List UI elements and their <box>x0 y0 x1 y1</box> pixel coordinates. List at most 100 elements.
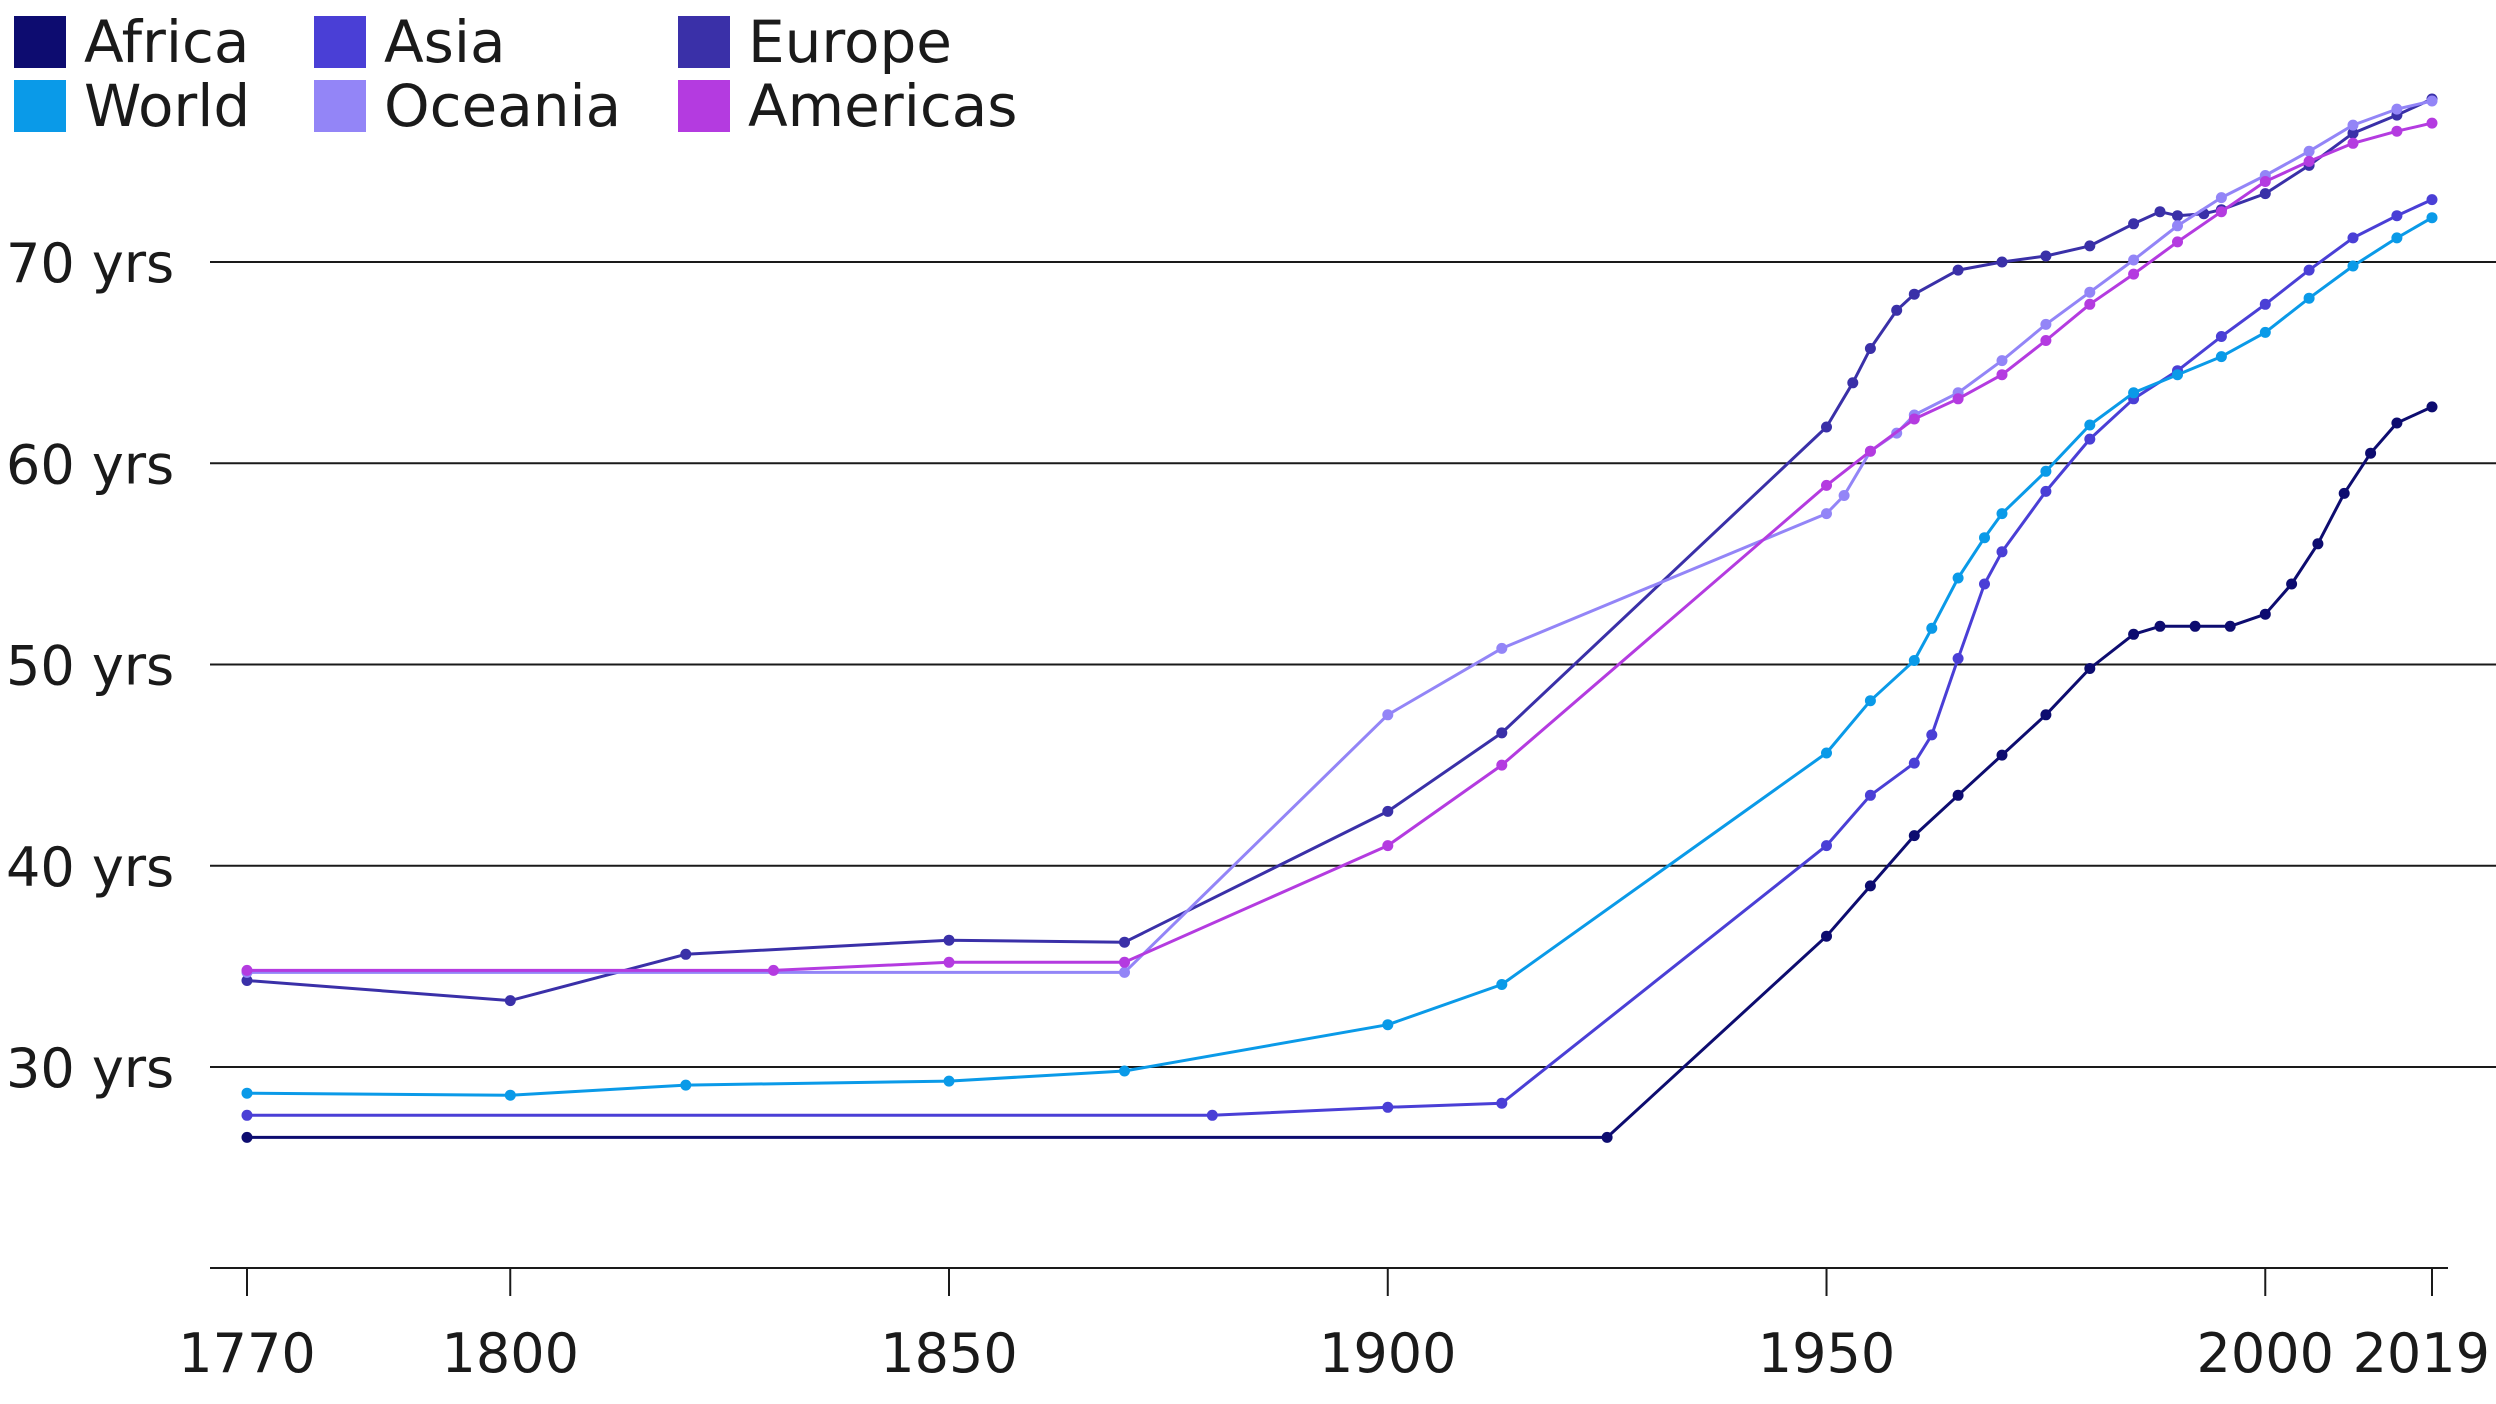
series-africa <box>241 401 2438 1143</box>
point-oceania-1950 <box>1821 508 1832 520</box>
point-world-1960 <box>1908 655 1920 666</box>
point-europe-1985 <box>2128 218 2140 230</box>
point-europe-1820 <box>680 948 692 960</box>
point-asia-1962 <box>1926 729 1938 741</box>
x-tick-label-1850: 1850 <box>880 1322 1017 1385</box>
point-africa-2015 <box>2391 417 2403 429</box>
point-africa-1950 <box>1821 930 1832 942</box>
point-africa-2003 <box>2286 578 2298 590</box>
point-europe-1960 <box>1908 288 1920 300</box>
legend-label-world: World <box>84 72 251 140</box>
point-oceania-1995 <box>2215 192 2227 204</box>
point-oceania-2010 <box>2347 119 2359 131</box>
point-europe-1980 <box>2084 240 2096 252</box>
point-americas-2019 <box>2426 117 2438 129</box>
point-africa-1985 <box>2128 628 2140 640</box>
point-asia-1913 <box>1496 1097 1508 1109</box>
series-americas <box>241 117 2438 976</box>
legend-label-europe: Europe <box>748 8 952 76</box>
point-oceania-1975 <box>2040 318 2052 330</box>
legend-label-asia: Asia <box>384 8 506 76</box>
point-americas-2015 <box>2391 125 2403 137</box>
point-europe-1950 <box>1821 421 1832 433</box>
point-asia-1900 <box>1382 1101 1394 1113</box>
point-world-1965 <box>1952 572 1964 584</box>
point-asia-1880 <box>1206 1109 1218 1121</box>
point-africa-1770 <box>241 1131 253 1143</box>
point-africa-2000 <box>2259 608 2271 620</box>
point-europe-1970 <box>1996 256 2008 268</box>
point-world-1990 <box>2172 369 2183 381</box>
point-oceania-1952 <box>1838 490 1850 501</box>
line-americas <box>247 121 2433 972</box>
point-asia-1995 <box>2215 331 2227 342</box>
point-world-2005 <box>2303 292 2315 304</box>
line-oceania <box>247 99 2433 974</box>
series-oceania <box>241 95 2438 978</box>
point-europe-1913 <box>1496 727 1508 739</box>
point-americas-1985 <box>2128 268 2140 280</box>
point-africa-1996 <box>2224 620 2236 632</box>
point-asia-1970 <box>1996 546 2008 558</box>
point-world-1985 <box>2128 387 2140 399</box>
point-oceania-2019 <box>2426 95 2438 107</box>
point-oceania-1980 <box>2084 286 2096 298</box>
x-axis: 1770 1800 1850 1900 1950 2000 2019 <box>178 1267 2490 1385</box>
point-africa-1925 <box>1601 1131 1613 1143</box>
point-world-1950 <box>1821 747 1832 759</box>
legend-swatch-europe <box>678 16 730 68</box>
point-world-1980 <box>2084 419 2096 431</box>
point-world-1870 <box>1119 1065 1130 1077</box>
point-europe-1800 <box>504 995 516 1007</box>
legend-item-asia: Asia <box>314 8 506 76</box>
point-oceania-2015 <box>2391 103 2403 115</box>
point-americas-1913 <box>1496 759 1508 771</box>
x-tick-label-1950: 1950 <box>1758 1322 1895 1385</box>
point-europe-1900 <box>1382 805 1394 817</box>
point-europe-2000 <box>2259 188 2271 200</box>
point-africa-2019 <box>2426 401 2438 413</box>
point-asia-2019 <box>2426 194 2438 206</box>
x-tick-label-2000: 2000 <box>2197 1322 2334 1385</box>
point-americas-1965 <box>1952 393 1964 405</box>
legend-label-oceania: Oceania <box>384 72 622 140</box>
point-europe-1850 <box>943 934 955 946</box>
point-world-1995 <box>2215 351 2227 363</box>
point-asia-2010 <box>2347 232 2359 244</box>
point-africa-1992 <box>2189 620 2201 632</box>
point-asia-2000 <box>2259 298 2271 310</box>
y-tick-label-40: 40 yrs <box>6 836 174 899</box>
point-africa-1965 <box>1952 789 1964 801</box>
point-americas-2000 <box>2259 176 2271 187</box>
y-tick-label-60: 60 yrs <box>6 433 174 496</box>
point-world-1962 <box>1926 622 1938 634</box>
y-axis-tick-labels: 30 yrs 40 yrs 50 yrs 60 yrs 70 yrs <box>6 232 174 1100</box>
point-europe-1770 <box>241 975 253 986</box>
point-africa-2012 <box>2365 447 2377 459</box>
point-world-1850 <box>943 1075 955 1087</box>
point-world-1800 <box>504 1089 516 1101</box>
point-africa-1960 <box>1908 830 1920 842</box>
x-tick-label-1900: 1900 <box>1319 1322 1456 1385</box>
line-europe <box>246 97 2433 1003</box>
point-oceania-1870 <box>1119 966 1130 978</box>
point-world-1968 <box>1979 532 1990 544</box>
point-asia-2005 <box>2303 264 2315 276</box>
point-africa-1955 <box>1864 880 1876 892</box>
y-tick-label-70: 70 yrs <box>6 232 174 295</box>
series-europe <box>241 93 2438 1007</box>
series-asia <box>241 194 2438 1121</box>
series-world <box>241 212 2438 1101</box>
point-world-2019 <box>2426 212 2438 224</box>
point-world-1970 <box>1996 508 2008 520</box>
point-oceania-1985 <box>2128 254 2140 266</box>
point-europe-2010 <box>2347 127 2359 139</box>
point-americas-1770 <box>241 964 253 976</box>
legend-swatch-world <box>14 80 66 132</box>
legend-swatch-oceania <box>314 80 366 132</box>
point-americas-1830 <box>768 964 779 976</box>
point-asia-1975 <box>2040 485 2052 497</box>
point-americas-2010 <box>2347 137 2359 149</box>
point-americas-2005 <box>2303 155 2315 167</box>
point-americas-1990 <box>2172 236 2183 248</box>
